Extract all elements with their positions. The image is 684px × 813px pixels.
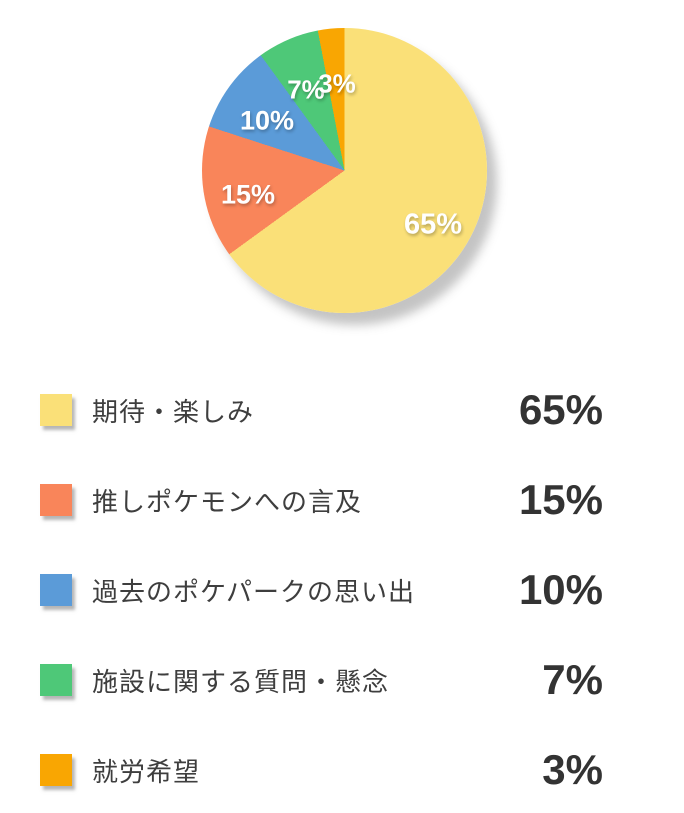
legend-swatch-salmon (40, 484, 72, 516)
pie-slice-label-memories: 10% (239, 105, 295, 136)
pie-slice-label-questions: 7% (287, 74, 325, 105)
pie-chart (202, 28, 487, 313)
legend-label: 推しポケモンへの言及 (92, 486, 363, 517)
pie-chart-area: 65% 15% 10% 7% 3% (202, 28, 487, 313)
legend-item-favorite-pokemon: 推しポケモンへの言及 15% (40, 455, 603, 545)
legend-value: 7% (542, 656, 603, 703)
legend-label: 過去のポケパークの思い出 (92, 576, 415, 607)
legend-swatch-green (40, 664, 72, 696)
legend-value: 3% (542, 746, 603, 793)
legend-label: 期待・楽しみ (92, 396, 255, 427)
legend-item-questions: 施設に関する質問・懸念 7% (40, 635, 603, 725)
legend-swatch-orange (40, 754, 72, 786)
legend-label: 就労希望 (92, 756, 201, 787)
legend-item-employment: 就労希望 3% (40, 725, 603, 813)
legend-value: 10% (518, 566, 603, 613)
legend-item-memories: 過去のポケパークの思い出 10% (40, 545, 603, 635)
pie-slice-label-favorite-pokemon: 15% (220, 179, 276, 210)
legend-value: 15% (518, 476, 603, 523)
legend-item-expectation: 期待・楽しみ 65% (40, 365, 603, 455)
pie-slice-label-expectation: 65% (403, 208, 463, 241)
legend: 期待・楽しみ 65% 推しポケモンへの言及 15% 過去のポケパークの思い出 1… (40, 365, 603, 813)
legend-swatch-blue (40, 574, 72, 606)
pie-slice-label-employment: 3% (318, 68, 356, 99)
legend-label: 施設に関する質問・懸念 (92, 666, 390, 697)
legend-swatch-yellow (40, 394, 72, 426)
legend-value: 65% (518, 386, 603, 433)
